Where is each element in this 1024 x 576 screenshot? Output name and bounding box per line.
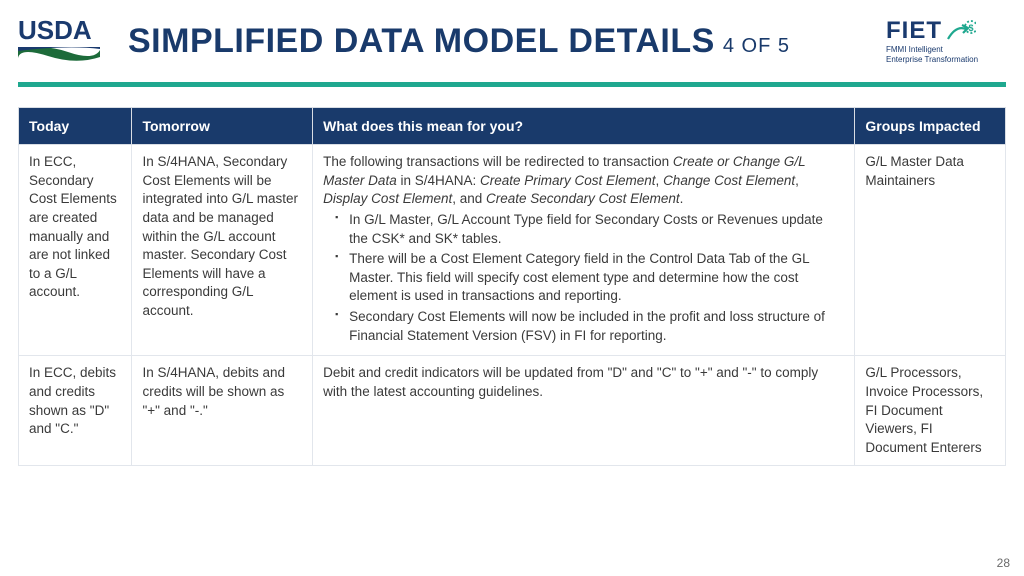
- slide-page: USDA SIMPLIFIED DATA MODEL DETAILS 4 OF …: [0, 0, 1024, 576]
- usda-swoosh-icon: [18, 47, 100, 65]
- meaning-em: Create Primary Cost Element: [480, 173, 656, 188]
- usda-logo-text: USDA: [18, 17, 100, 43]
- table-header-row: Today Tomorrow What does this mean for y…: [19, 108, 1006, 145]
- meaning-bullets: In G/L Master, G/L Account Type field fo…: [323, 211, 844, 345]
- page-number: 28: [997, 556, 1010, 570]
- meaning-em: Create Secondary Cost Element: [486, 191, 680, 206]
- meaning-text: The following transactions will be redir…: [323, 154, 673, 169]
- meaning-text: ,: [656, 173, 664, 188]
- svg-text:$: $: [968, 23, 973, 33]
- meaning-text: , and: [452, 191, 486, 206]
- th-groups: Groups Impacted: [855, 108, 1006, 145]
- fiet-sub-2: Enterprise Transformation: [886, 55, 978, 65]
- arrow-dollar-icon: $: [946, 19, 976, 43]
- usda-logo: USDA: [18, 13, 100, 69]
- slide-title-count: 4 OF 5: [723, 35, 790, 58]
- bullet-item: There will be a Cost Element Category fi…: [335, 250, 844, 306]
- cell-meaning: The following transactions will be redir…: [313, 145, 855, 356]
- meaning-em: Display Cost Element: [323, 191, 452, 206]
- table-row: In ECC, debits and credits shown as "D" …: [19, 356, 1006, 466]
- cell-groups: G/L Master Data Maintainers: [855, 145, 1006, 356]
- cell-meaning: Debit and credit indicators will be upda…: [313, 356, 855, 466]
- slide-title: SIMPLIFIED DATA MODEL DETAILS: [128, 22, 715, 61]
- fiet-logo-text: FIET: [886, 17, 942, 45]
- meaning-text: ,: [795, 173, 799, 188]
- cell-today: In ECC, Secondary Cost Elements are crea…: [19, 145, 132, 356]
- bullet-item: In G/L Master, G/L Account Type field fo…: [335, 211, 844, 248]
- fiet-logo: FIET $ FMMI Intelligent Enterprise Trans…: [886, 13, 1006, 69]
- th-today: Today: [19, 108, 132, 145]
- fiet-sub-1: FMMI Intelligent: [886, 45, 943, 55]
- meaning-text: .: [680, 191, 684, 206]
- title-wrap: SIMPLIFIED DATA MODEL DETAILS 4 OF 5: [128, 22, 886, 61]
- th-tomorrow: Tomorrow: [132, 108, 313, 145]
- bullet-item: Secondary Cost Elements will now be incl…: [335, 308, 844, 345]
- table-row: In ECC, Secondary Cost Elements are crea…: [19, 145, 1006, 356]
- content-area: Today Tomorrow What does this mean for y…: [0, 87, 1024, 466]
- cell-today: In ECC, debits and credits shown as "D" …: [19, 356, 132, 466]
- th-meaning: What does this mean for you?: [313, 108, 855, 145]
- cell-tomorrow: In S/4HANA, debits and credits will be s…: [132, 356, 313, 466]
- cell-groups: G/L Processors, Invoice Processors, FI D…: [855, 356, 1006, 466]
- data-model-table: Today Tomorrow What does this mean for y…: [18, 107, 1006, 466]
- meaning-em: Change Cost Element: [663, 173, 795, 188]
- meaning-text: in S/4HANA:: [397, 173, 480, 188]
- cell-tomorrow: In S/4HANA, Secondary Cost Elements will…: [132, 145, 313, 356]
- slide-header: USDA SIMPLIFIED DATA MODEL DETAILS 4 OF …: [0, 0, 1024, 82]
